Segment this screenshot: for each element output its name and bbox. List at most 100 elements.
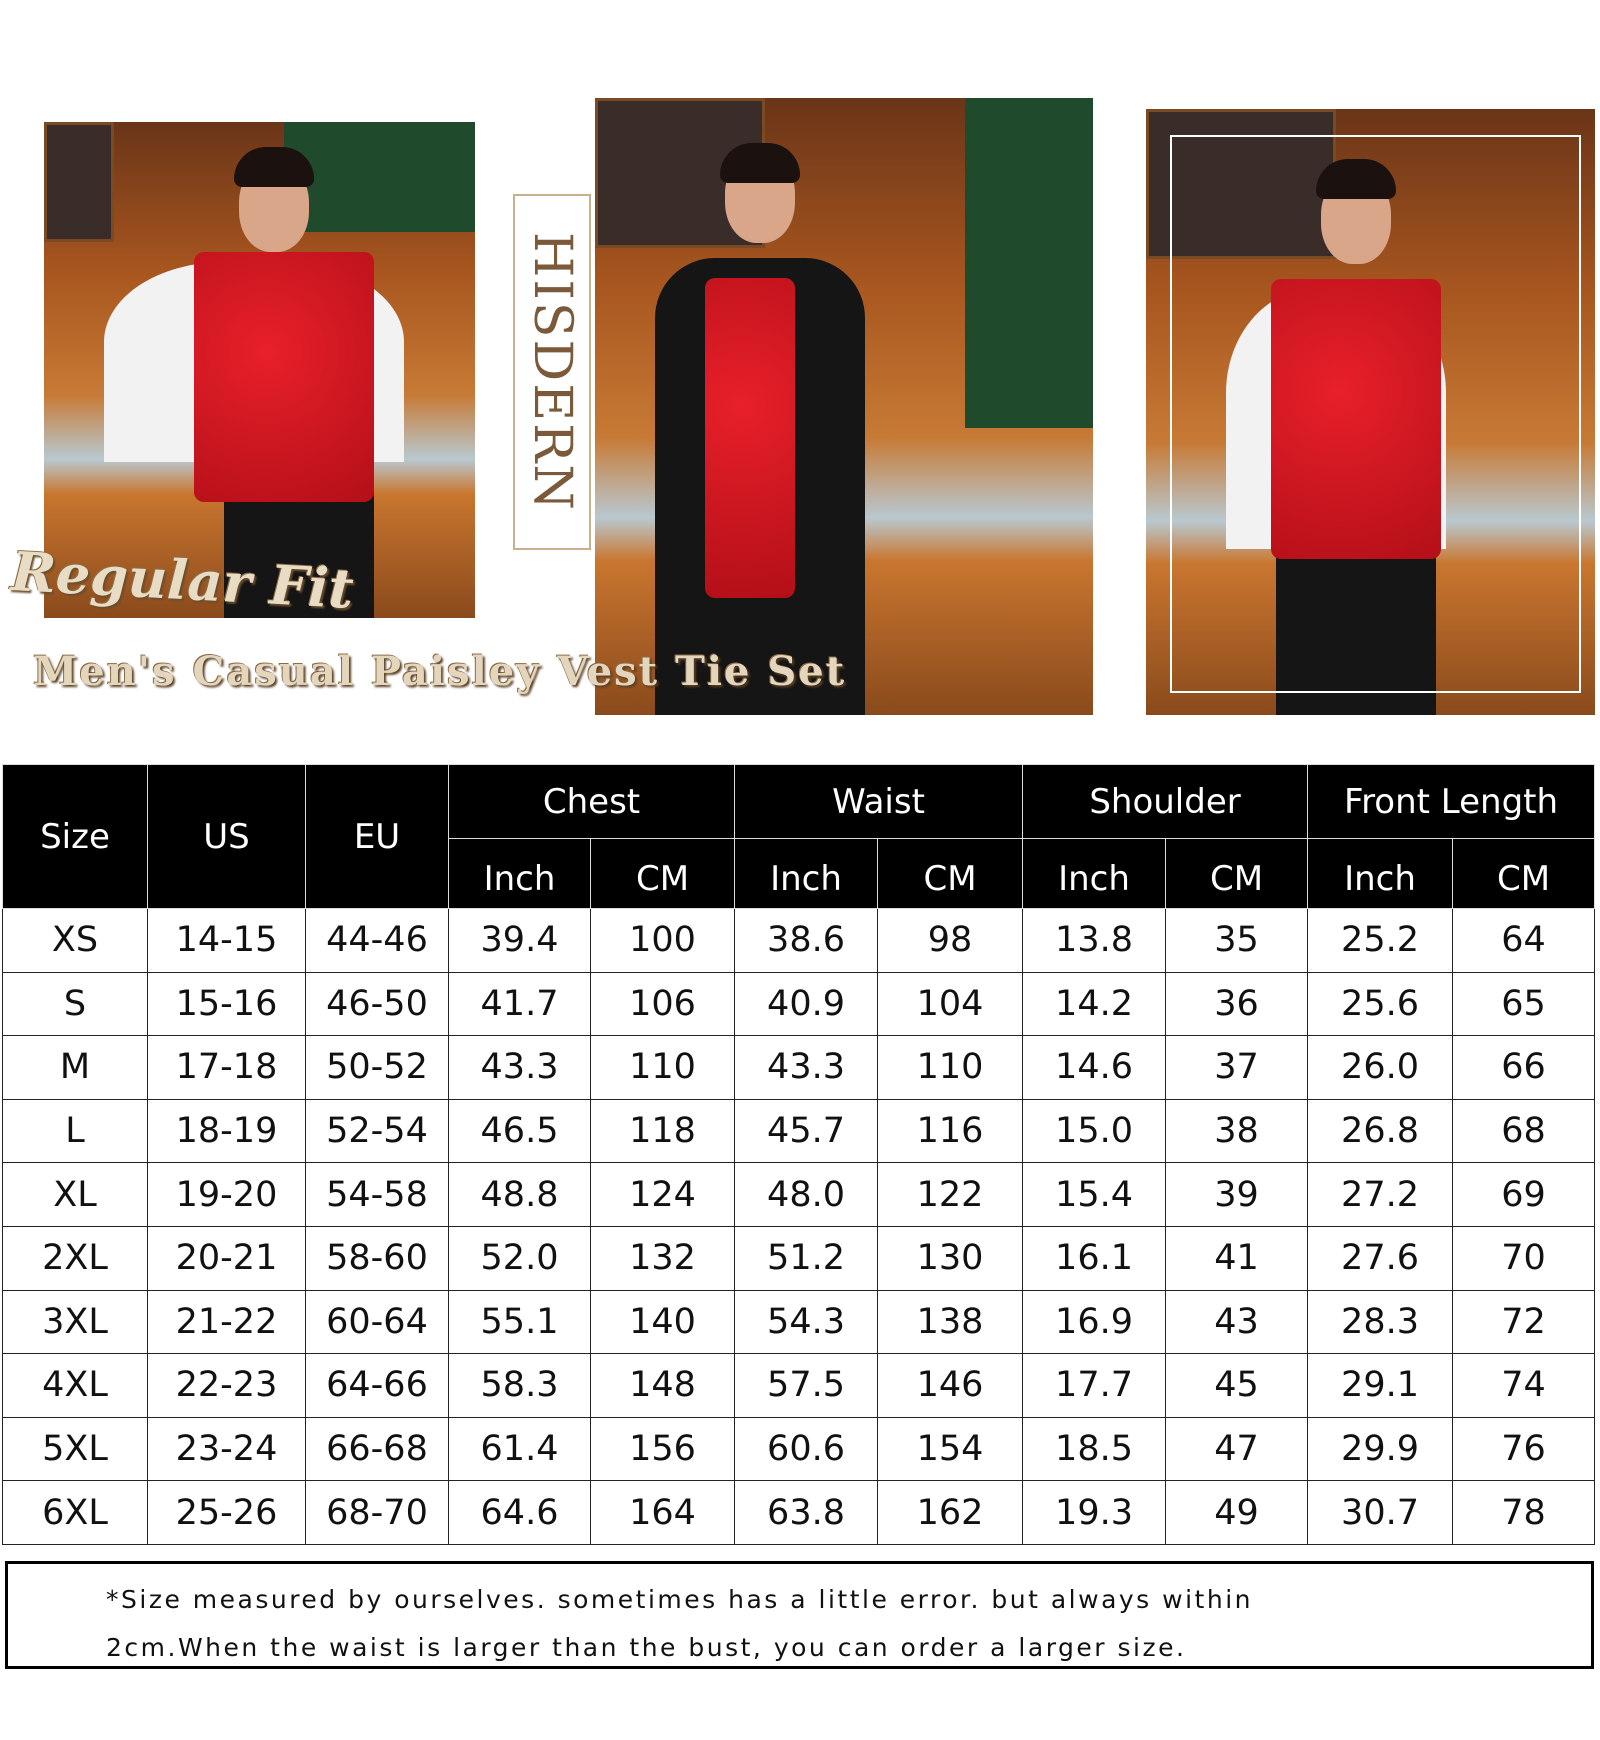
table-cell: 49 bbox=[1165, 1480, 1309, 1545]
product-title: Men's Casual Paisley Vest Tie Set bbox=[33, 648, 847, 695]
table-row: 5XL 23-24 66-68 61.4 156 60.6 154 18.5 47 29.9 76 bbox=[2, 1416, 1596, 1482]
table-cell: 29.1 bbox=[1307, 1353, 1454, 1418]
header-unit: Inch bbox=[448, 838, 591, 909]
header-unit: Inch bbox=[1022, 838, 1167, 909]
table-cell: 41.7 bbox=[448, 971, 591, 1037]
table-cell: 48.0 bbox=[734, 1162, 879, 1227]
table-cell: 146 bbox=[877, 1353, 1024, 1418]
header-us: US bbox=[147, 764, 306, 909]
model-photo-vest-front bbox=[44, 122, 475, 618]
table-row: L 18-19 52-54 46.5 118 45.7 116 15.0 38 26.8 68 bbox=[2, 1098, 1596, 1164]
table-row: M 17-18 50-52 43.3 110 43.3 110 14.6 37 26.0 66 bbox=[2, 1035, 1596, 1100]
table-cell: 118 bbox=[589, 1098, 736, 1164]
table-cell: 60-64 bbox=[305, 1289, 449, 1355]
size-note: *Size measured by ourselves. sometimes h… bbox=[5, 1561, 1594, 1669]
table-cell: 130 bbox=[877, 1225, 1024, 1291]
table-cell: 4XL bbox=[2, 1353, 148, 1418]
table-cell: 54.3 bbox=[734, 1289, 879, 1355]
table-cell: 15.0 bbox=[1022, 1098, 1167, 1164]
table-cell: 14-15 bbox=[147, 908, 306, 973]
table-cell: 64 bbox=[1452, 908, 1596, 973]
table-cell: 69 bbox=[1452, 1162, 1596, 1227]
header-waist: Waist bbox=[734, 764, 1024, 839]
table-cell: 52.0 bbox=[448, 1225, 591, 1291]
table-cell: 16.1 bbox=[1022, 1225, 1167, 1291]
table-cell: 26.0 bbox=[1307, 1035, 1454, 1100]
table-cell: 22-23 bbox=[147, 1353, 306, 1418]
table-cell: 27.2 bbox=[1307, 1162, 1454, 1227]
table-cell: 38 bbox=[1165, 1098, 1309, 1164]
table-cell: 66-68 bbox=[305, 1416, 449, 1482]
header-unit: CM bbox=[1452, 838, 1596, 909]
table-cell: 18.5 bbox=[1022, 1416, 1167, 1482]
table-cell: 68-70 bbox=[305, 1480, 449, 1545]
table-cell: 98 bbox=[877, 908, 1024, 973]
table-cell: 46.5 bbox=[448, 1098, 591, 1164]
table-cell: 40.9 bbox=[734, 971, 879, 1037]
table-cell: 37 bbox=[1165, 1035, 1309, 1100]
table-cell: 116 bbox=[877, 1098, 1024, 1164]
table-cell: 132 bbox=[589, 1225, 736, 1291]
table-cell: 52-54 bbox=[305, 1098, 449, 1164]
table-cell: 64.6 bbox=[448, 1480, 591, 1545]
header-unit: CM bbox=[877, 838, 1024, 909]
table-cell: 138 bbox=[877, 1289, 1024, 1355]
table-cell: 25.2 bbox=[1307, 908, 1454, 973]
size-chart-table: Size US EU Chest Waist Shoulder Front Le… bbox=[2, 764, 1596, 1545]
header-unit: CM bbox=[1165, 838, 1309, 909]
table-row: XS 14-15 44-46 39.4 100 38.6 98 13.8 35 25.2 64 bbox=[2, 908, 1596, 973]
table-cell: 3XL bbox=[2, 1289, 148, 1355]
table-cell: XL bbox=[2, 1162, 148, 1227]
table-cell: 36 bbox=[1165, 971, 1309, 1037]
table-cell: 15-16 bbox=[147, 971, 306, 1037]
table-cell: 68 bbox=[1452, 1098, 1596, 1164]
table-cell: 55.1 bbox=[448, 1289, 591, 1355]
header-eu: EU bbox=[305, 764, 449, 909]
header-size: Size bbox=[2, 764, 148, 909]
table-cell: 43.3 bbox=[448, 1035, 591, 1100]
table-cell: 63.8 bbox=[734, 1480, 879, 1545]
table-row: S 15-16 46-50 41.7 106 40.9 104 14.2 36 25.6 65 bbox=[2, 971, 1596, 1037]
table-cell: 154 bbox=[877, 1416, 1024, 1482]
table-cell: XS bbox=[2, 908, 148, 973]
table-cell: 78 bbox=[1452, 1480, 1596, 1545]
table-cell: 162 bbox=[877, 1480, 1024, 1545]
table-cell: 39.4 bbox=[448, 908, 591, 973]
table-cell: 5XL bbox=[2, 1416, 148, 1482]
table-cell: 110 bbox=[877, 1035, 1024, 1100]
table-cell: 45.7 bbox=[734, 1098, 879, 1164]
table-cell: 57.5 bbox=[734, 1353, 879, 1418]
table-cell: 39 bbox=[1165, 1162, 1309, 1227]
table-row: 6XL 25-26 68-70 64.6 164 63.8 162 19.3 49 30.7 78 bbox=[2, 1480, 1596, 1545]
table-cell: 61.4 bbox=[448, 1416, 591, 1482]
table-cell: 43 bbox=[1165, 1289, 1309, 1355]
table-cell: S bbox=[2, 971, 148, 1037]
table-cell: 30.7 bbox=[1307, 1480, 1454, 1545]
table-cell: 76 bbox=[1452, 1416, 1596, 1482]
table-cell: 14.6 bbox=[1022, 1035, 1167, 1100]
table-cell: 25-26 bbox=[147, 1480, 306, 1545]
table-cell: 54-58 bbox=[305, 1162, 449, 1227]
table-cell: 104 bbox=[877, 971, 1024, 1037]
table-cell: 27.6 bbox=[1307, 1225, 1454, 1291]
table-cell: 70 bbox=[1452, 1225, 1596, 1291]
table-cell: 14.2 bbox=[1022, 971, 1167, 1037]
table-cell: 6XL bbox=[2, 1480, 148, 1545]
table-cell: 148 bbox=[589, 1353, 736, 1418]
table-cell: 110 bbox=[589, 1035, 736, 1100]
header-unit: Inch bbox=[734, 838, 879, 909]
table-cell: 17.7 bbox=[1022, 1353, 1167, 1418]
header-front-length: Front Length bbox=[1307, 764, 1596, 839]
table-cell: 29.9 bbox=[1307, 1416, 1454, 1482]
model-photo-suit bbox=[595, 98, 1093, 715]
table-cell: 20-21 bbox=[147, 1225, 306, 1291]
table-cell: 65 bbox=[1452, 971, 1596, 1037]
table-cell: 19-20 bbox=[147, 1162, 306, 1227]
table-cell: 124 bbox=[589, 1162, 736, 1227]
table-cell: 51.2 bbox=[734, 1225, 879, 1291]
table-cell: 15.4 bbox=[1022, 1162, 1167, 1227]
table-cell: 46-50 bbox=[305, 971, 449, 1037]
table-cell: 50-52 bbox=[305, 1035, 449, 1100]
table-cell: 21-22 bbox=[147, 1289, 306, 1355]
table-cell: 58-60 bbox=[305, 1225, 449, 1291]
